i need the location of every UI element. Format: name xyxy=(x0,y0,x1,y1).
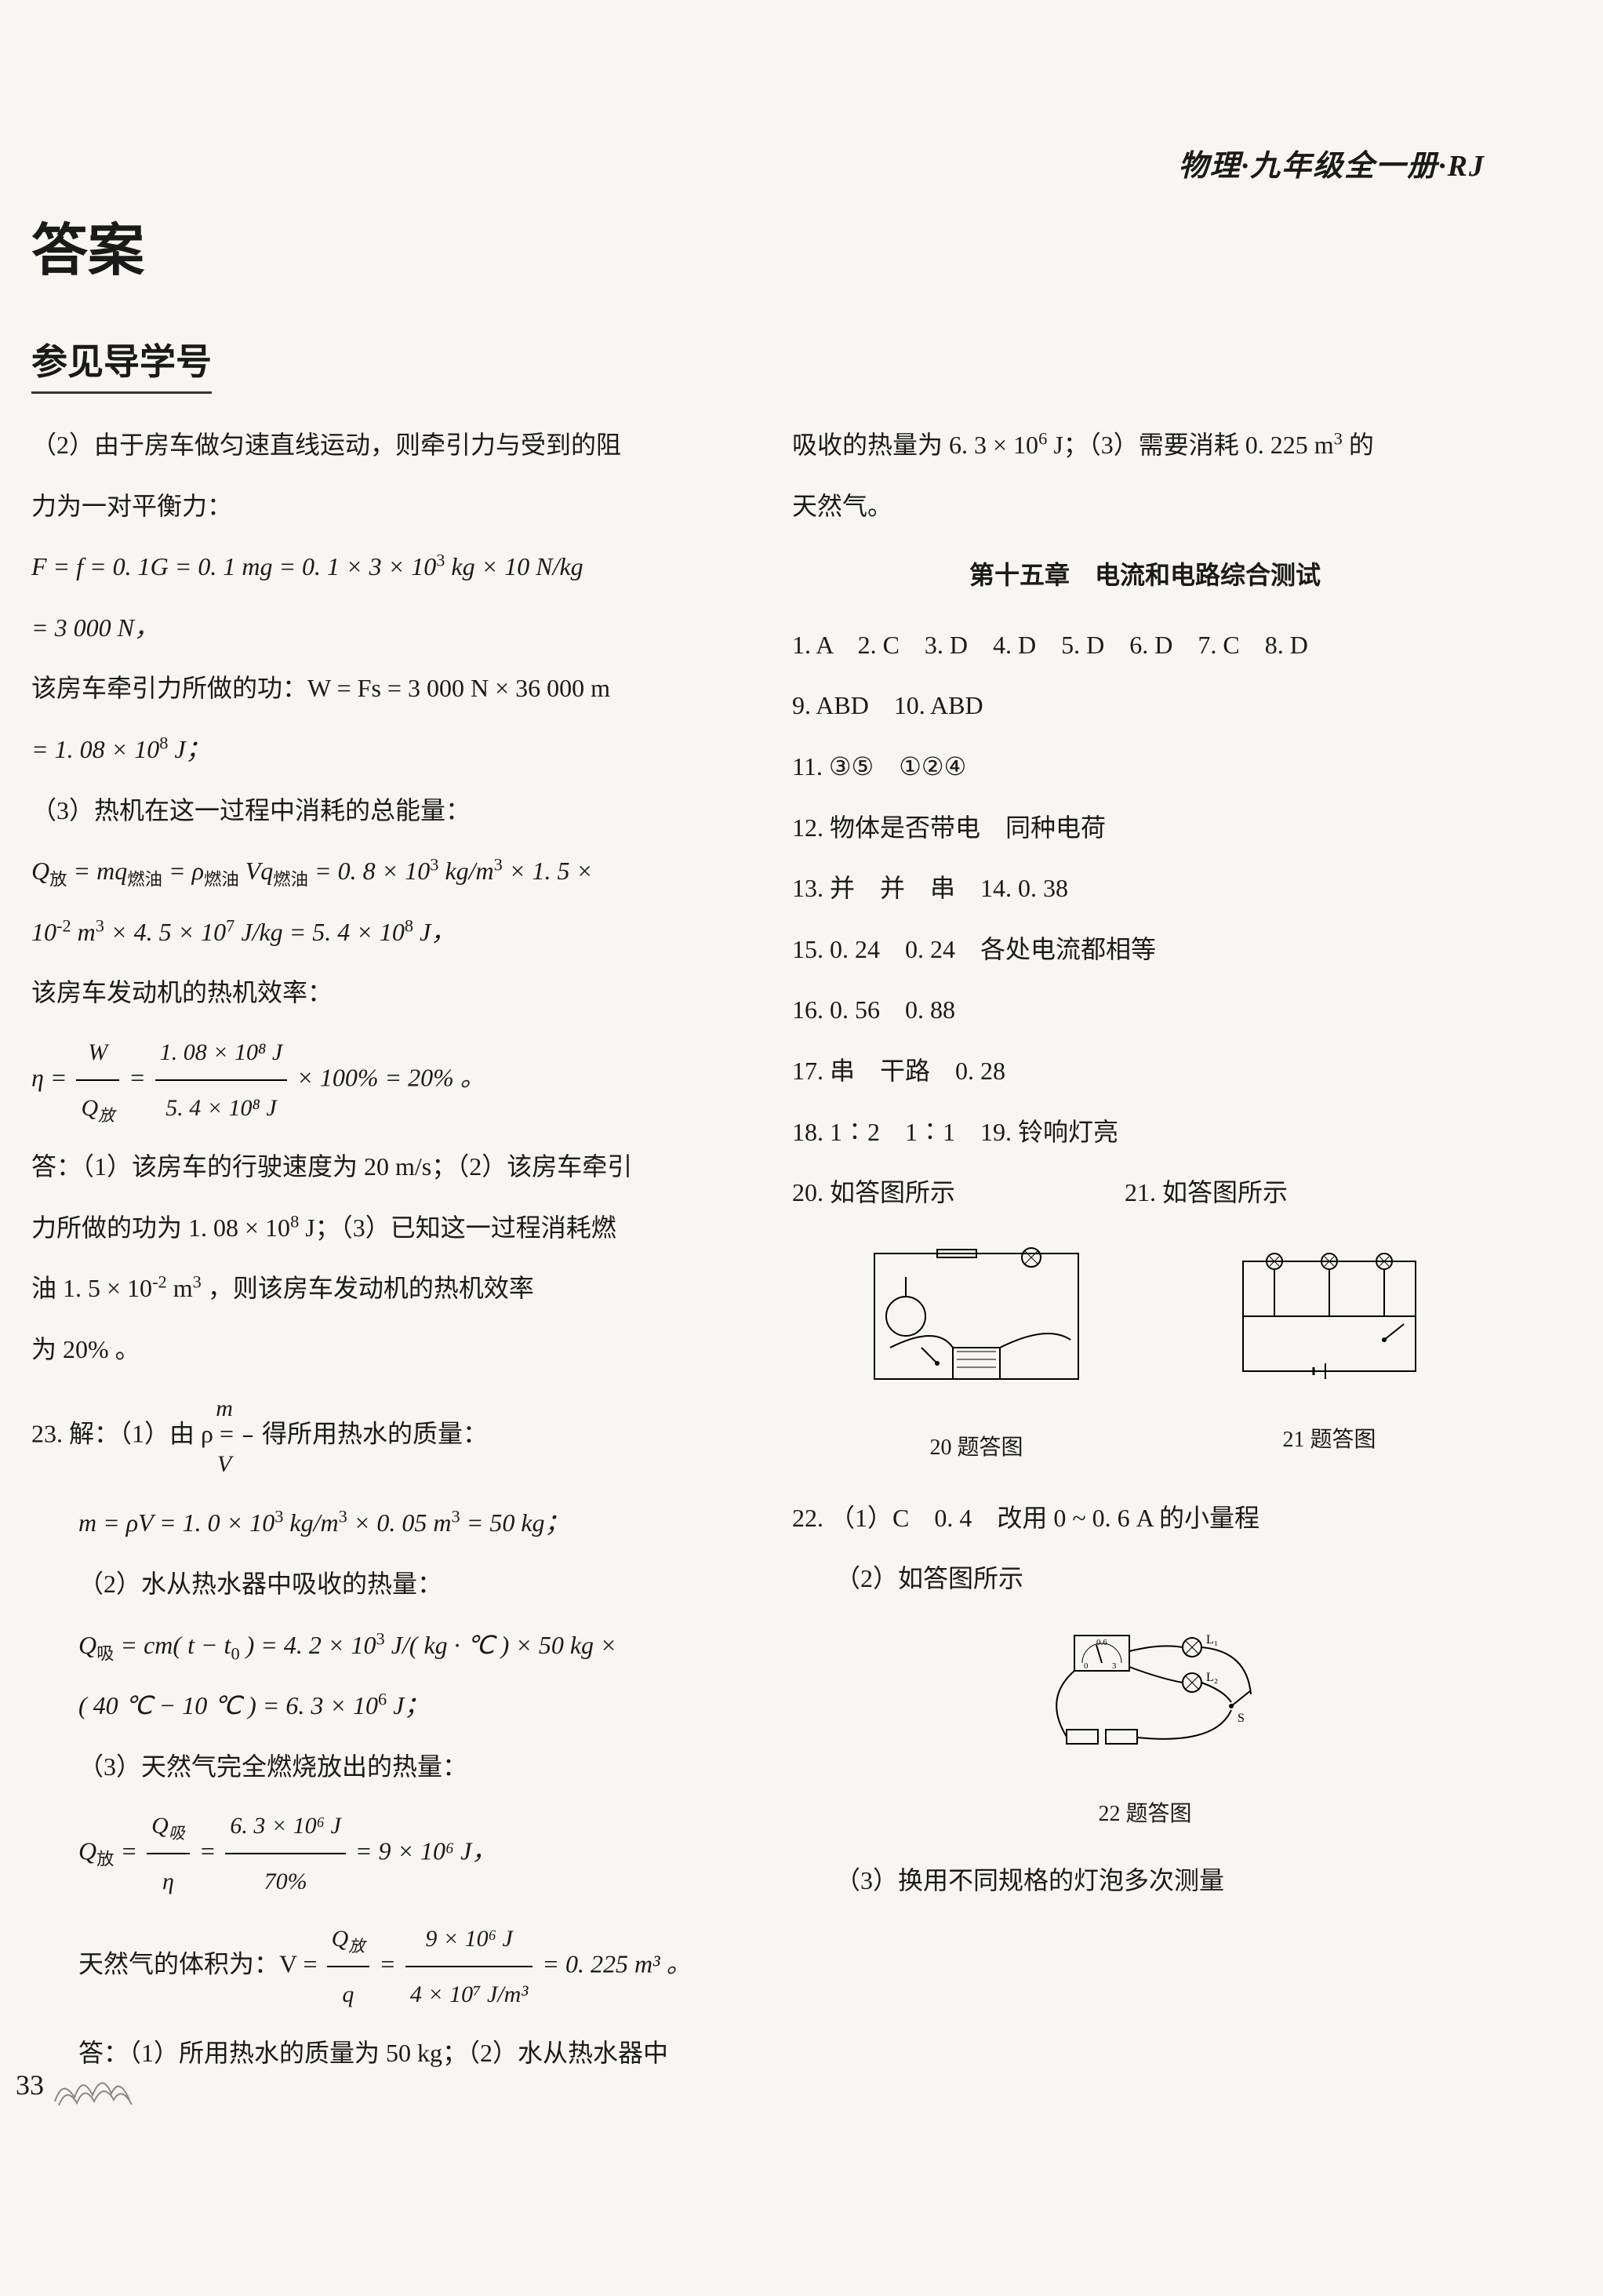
equation-line: m = ρV = 1. 0 × 103 kg/m3 × 0. 05 m3 = 5… xyxy=(31,1494,737,1552)
equation-line: = 1. 08 × 108 J； xyxy=(31,721,737,779)
corner-ornament-icon xyxy=(47,2062,141,2109)
question-23: 23. 解：（1）由 ρ = mV 得所用热水的质量： xyxy=(31,1381,737,1491)
text-line: 为 20% 。 xyxy=(31,1321,737,1379)
equation-line: Q吸 = cm( t − t0 ) = 4. 2 × 103 J/( kg · … xyxy=(31,1617,737,1675)
answer-row: 13. 并 并 串 14. 0. 38 xyxy=(792,860,1498,918)
text-line: 该房车牵引力所做的功：W = Fs = 3 000 N × 36 000 m xyxy=(31,660,737,718)
caption-20: 20 题答图 xyxy=(859,1423,1094,1473)
answer-row: 18. 1∶2 1∶1 19. 铃响灯亮 xyxy=(792,1104,1498,1162)
answer-row: 11. ③⑤ ①②④ xyxy=(792,738,1498,796)
figure-20: 20 题答图 xyxy=(859,1238,1094,1474)
content-columns: （2）由于房车做匀速直线运动，则牵引力与受到的阻 力为一对平衡力： F = f … xyxy=(31,413,1540,2086)
equation-line: = 3 000 N， xyxy=(31,599,737,657)
answer-22-2: （2）如答图所示 xyxy=(792,1550,1498,1608)
answer-22-1: 22. （1）C 0. 4 改用 0 ~ 0. 6 A 的小量程 xyxy=(792,1490,1498,1548)
caption-22: 22 题答图 xyxy=(792,1789,1498,1839)
right-column: 吸收的热量为 6. 3 × 106 J；（3）需要消耗 0. 225 m3 的 … xyxy=(792,413,1498,2086)
answer-row: 16. 0. 56 0. 88 xyxy=(792,981,1498,1039)
svg-text:0: 0 xyxy=(1084,1661,1089,1671)
answer-row: 20. 如答图所示 21. 如答图所示 xyxy=(792,1164,1498,1222)
answer-row: 12. 物体是否带电 同种电荷 xyxy=(792,799,1498,857)
left-column: （2）由于房车做匀速直线运动，则牵引力与受到的阻 力为一对平衡力： F = f … xyxy=(31,413,737,2086)
svg-text:3: 3 xyxy=(1112,1661,1117,1671)
text-line: （2）由于房车做匀速直线运动，则牵引力与受到的阻 xyxy=(31,417,737,475)
equation-fraction: η = WQ放 = 1. 08 × 10⁸ J5. 4 × 10⁸ J × 10… xyxy=(31,1025,737,1135)
text-line: 力为一对平衡力： xyxy=(31,478,737,536)
text-line: （3）热机在这一过程中消耗的总能量： xyxy=(31,782,737,840)
page-container: 物理·九年级全一册·RJ 答案 参见导学号 （2）由于房车做匀速直线运动，则牵引… xyxy=(0,0,1603,2133)
caption-21: 21 题答图 xyxy=(1227,1415,1431,1465)
figures-20-21: 20 题答图 xyxy=(792,1238,1498,1474)
svg-text:S: S xyxy=(1238,1712,1245,1725)
text-line: （2）水从热水器中吸收的热量： xyxy=(31,1556,737,1614)
text-line: （3）天然气完全燃烧放出的热量： xyxy=(31,1738,737,1796)
figure-21: 21 题答图 xyxy=(1227,1246,1431,1466)
equation-line: ( 40 ℃ − 10 ℃ ) = 6. 3 × 106 J； xyxy=(31,1677,737,1735)
equation-line: 10-2 m3 × 4. 5 × 107 J/kg = 5. 4 × 108 J… xyxy=(31,904,737,962)
answer-row: 9. ABD 10. ABD xyxy=(792,677,1498,735)
equation-fraction: Q放 = Q吸η = 6. 3 × 10⁶ J70% = 9 × 10⁶ J， xyxy=(31,1799,737,1908)
circuit-diagram-21-icon xyxy=(1227,1246,1431,1387)
text-line: 天然气。 xyxy=(792,478,1498,536)
equation-line: F = f = 0. 1G = 0. 1 mg = 0. 1 × 3 × 103… xyxy=(31,538,737,596)
svg-text:L₁: L₁ xyxy=(1206,1633,1218,1646)
subtitle-ref: 参见导学号 xyxy=(31,333,212,394)
text-line: 力所做的功为 1. 08 × 108 J；（3）已知这一过程消耗燃 xyxy=(31,1199,737,1257)
text-line: 该房车发动机的热机效率： xyxy=(31,964,737,1022)
figure-22: 0 0.6 3 L₁ L₂ S xyxy=(792,1620,1498,1840)
text-line: 油 1. 5 × 10-2 m3 ，则该房车发动机的热机效率 xyxy=(31,1260,737,1318)
answer-title: 答案 xyxy=(31,204,1540,286)
equation-line: Q放 = mq燃油 = ρ燃油 Vq燃油 = 0. 8 × 103 kg/m3 … xyxy=(31,842,737,901)
answer-22-3: （3）换用不同规格的灯泡多次测量 xyxy=(792,1852,1498,1910)
svg-text:L₂: L₂ xyxy=(1206,1671,1218,1684)
circuit-diagram-20-icon xyxy=(859,1238,1094,1395)
circuit-diagram-22-icon: 0 0.6 3 L₁ L₂ S xyxy=(1012,1620,1278,1761)
answer-row: 15. 0. 24 0. 24 各处电流都相等 xyxy=(792,921,1498,979)
answer-row: 1. A 2. C 3. D 4. D 5. D 6. D 7. C 8. D xyxy=(792,617,1498,675)
page-number: 33 xyxy=(16,2069,44,2101)
text-line: 答：（1）该房车的行驶速度为 20 m/s；（2）该房车牵引 xyxy=(31,1138,737,1196)
answer-row: 17. 串 干路 0. 28 xyxy=(792,1042,1498,1101)
chapter-15-title: 第十五章 电流和电路综合测试 xyxy=(792,547,1498,605)
svg-text:0.6: 0.6 xyxy=(1096,1638,1107,1647)
equation-fraction: 天然气的体积为：V = Q放q = 9 × 10⁶ J4 × 10⁷ J/m³ … xyxy=(31,1912,737,2021)
header-subject: 物理·九年级全一册·RJ xyxy=(1179,141,1485,184)
text-line: 吸收的热量为 6. 3 × 106 J；（3）需要消耗 0. 225 m3 的 xyxy=(792,417,1498,475)
